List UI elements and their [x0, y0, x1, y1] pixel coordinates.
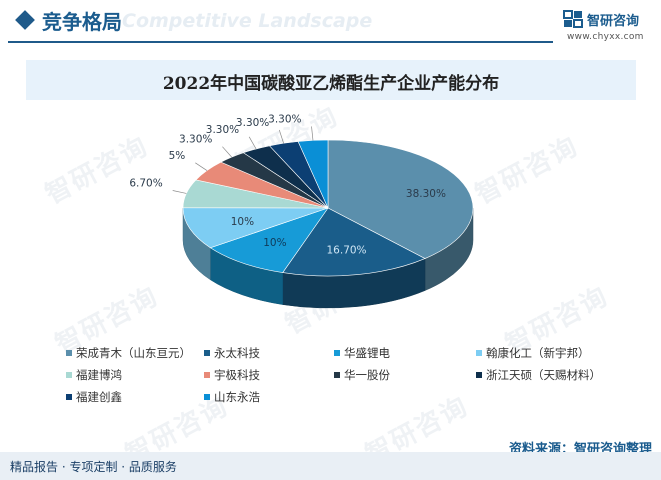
legend-label: 浙江天硕（天赐材料）: [486, 368, 601, 382]
page-header: Competitive Landscape 竞争格局: [0, 0, 661, 46]
legend-label: 山东永浩: [214, 390, 260, 404]
pie-label-2: 10%: [263, 237, 286, 249]
legend-item: 永太科技: [204, 345, 260, 361]
legend-swatch: [334, 371, 340, 378]
legend-item: 山东永浩: [204, 389, 260, 405]
legend-item: 华一股份: [334, 367, 390, 383]
section-subtitle-en: Competitive Landscape: [122, 10, 373, 32]
footer-services: 精品报告 · 专项定制 · 品质服务: [10, 460, 177, 474]
legend-swatch: [204, 371, 210, 378]
pie-slice-3: [182, 207, 329, 249]
legend-label: 翰康化工（新宇邦）: [486, 346, 590, 360]
legend-item: 福建博鸿: [66, 367, 122, 383]
legend-swatch: [66, 371, 72, 378]
pie-label-4: 6.70%: [129, 177, 162, 189]
legend-swatch: [66, 349, 72, 356]
chart-title-bar: 2022年中国碳酸亚乙烯酯生产企业产能分布: [26, 60, 636, 100]
brand-url: www.chyxx.com: [567, 32, 644, 42]
page-footer: 精品报告 · 专项定制 · 品质服务: [0, 452, 661, 480]
legend-item: 福建创鑫: [66, 389, 122, 405]
header-divider: [8, 41, 553, 43]
pie-leader-6: [222, 146, 232, 158]
legend-label: 华盛锂电: [344, 346, 390, 360]
legend-label: 华一股份: [344, 368, 390, 382]
pie-top-faces: [182, 139, 474, 277]
chyxx-logo-icon: [563, 10, 583, 28]
pie-leader-8: [278, 129, 284, 144]
legend-swatch: [476, 349, 482, 356]
legend-label: 永太科技: [214, 346, 260, 360]
legend-label: 荣成青木（山东亘元）: [76, 346, 191, 360]
legend-swatch: [66, 393, 72, 400]
pie-label-3: 10%: [231, 216, 254, 228]
legend-item: 荣成青木（山东亘元）: [66, 345, 191, 361]
pie-leader-9: [311, 126, 314, 141]
legend-item: 华盛锂电: [334, 345, 390, 361]
legend-swatch: [204, 393, 210, 400]
pie-slice-2: [209, 207, 329, 273]
diamond-icon: [15, 10, 35, 30]
legend-label: 宇极科技: [214, 368, 260, 382]
legend-item: 浙江天硕（天赐材料）: [476, 367, 601, 383]
brand-logo: 智研咨询 www.chyxx.com: [563, 8, 658, 44]
legend-swatch: [476, 371, 482, 378]
pie-label-5: 5%: [169, 150, 186, 162]
pie-labels: 38.30%16.70%10%10%6.70%5%3.30%3.30%3.30%…: [129, 113, 446, 256]
pie-label-6: 3.30%: [179, 134, 212, 146]
pie-chart: 38.30%16.70%10%10%6.70%5%3.30%3.30%3.30%…: [129, 113, 474, 309]
chart-title: 2022年中国碳酸亚乙烯酯生产企业产能分布: [162, 74, 500, 94]
legend-label: 福建创鑫: [76, 390, 122, 404]
pie-slice-0: [327, 139, 474, 259]
brand-name: 智研咨询: [587, 14, 640, 29]
legend-item: 翰康化工（新宇邦）: [476, 345, 590, 361]
pie-label-9: 3.30%: [268, 113, 301, 125]
section-title: 竞争格局: [42, 10, 122, 34]
pie-label-1: 16.70%: [327, 244, 367, 256]
legend-swatch: [204, 349, 210, 356]
pie-label-7: 3.30%: [206, 124, 239, 136]
legend-item: 宇极科技: [204, 367, 260, 383]
pie-slice-1: [282, 207, 426, 277]
pie-leader-5: [195, 162, 208, 171]
pie-label-0: 38.30%: [406, 188, 446, 200]
pie-leader-7: [248, 136, 257, 150]
pie-leader-4: [172, 190, 187, 194]
legend-swatch: [334, 349, 340, 356]
legend-label: 福建博鸿: [76, 368, 122, 382]
pie-label-8: 3.30%: [236, 117, 269, 129]
